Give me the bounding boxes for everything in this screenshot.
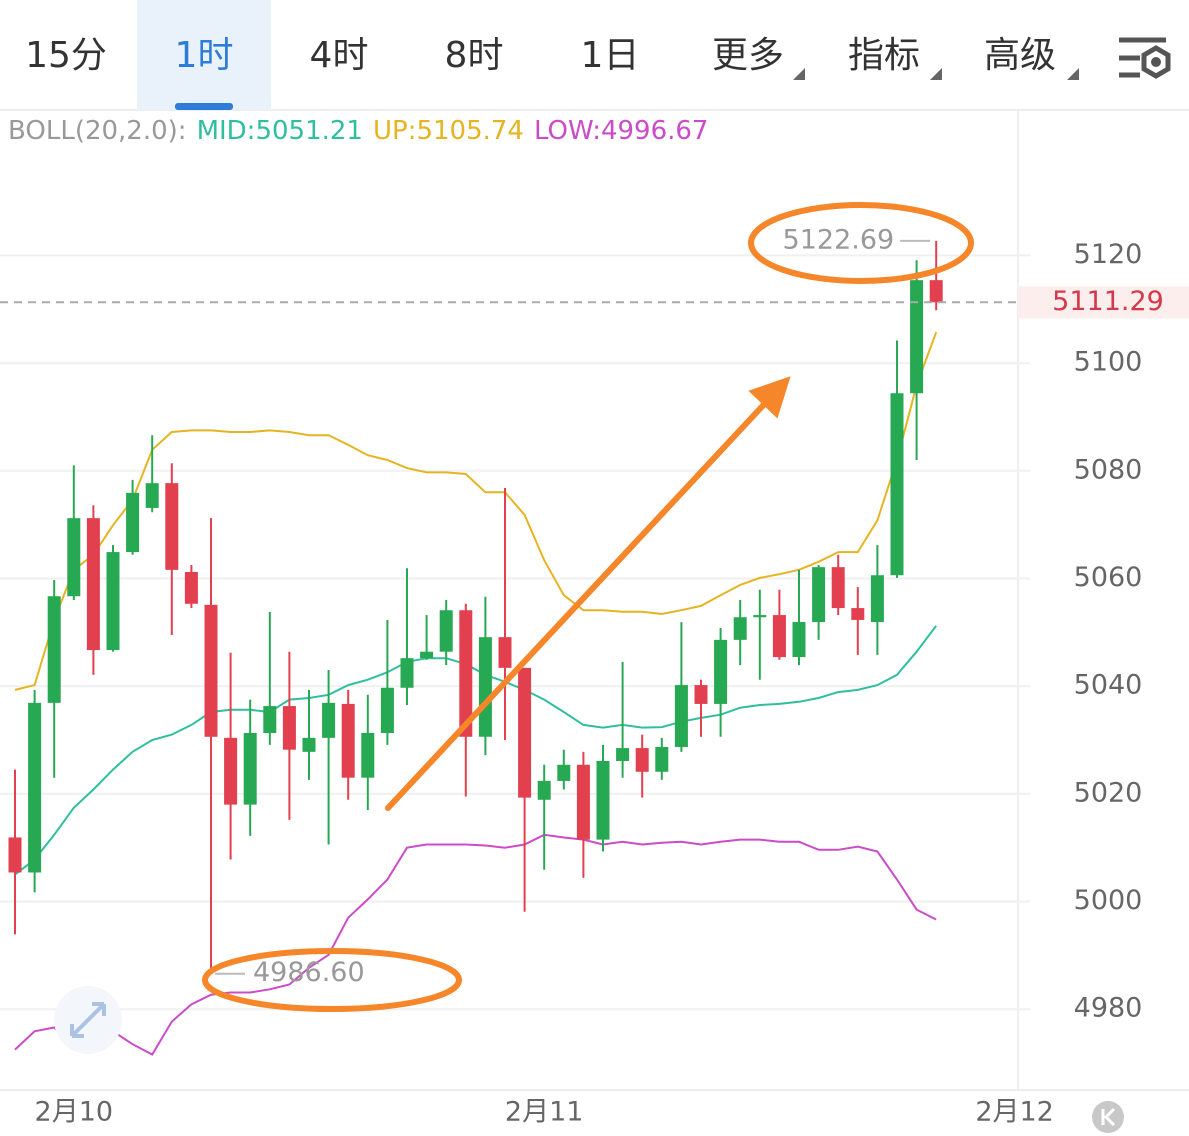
legend-series-name: UP:: [373, 116, 416, 146]
candle-body: [243, 733, 257, 805]
y-tick-label: 5020: [1074, 777, 1143, 808]
candle-body: [674, 685, 688, 747]
candle-body: [596, 761, 610, 840]
candle-body: [400, 658, 414, 688]
candle-body: [47, 596, 61, 703]
candle-body: [165, 483, 179, 570]
last-price-box: [1018, 286, 1189, 319]
candle-body: [772, 615, 786, 658]
scroll-latest-button[interactable]: [1092, 1101, 1124, 1133]
candle-body: [361, 733, 375, 778]
candle-body: [929, 280, 943, 303]
candle-body: [537, 780, 551, 800]
x-tick-label: 2月12: [975, 1097, 1054, 1128]
expand-icon[interactable]: [54, 986, 122, 1054]
candle-body: [145, 483, 159, 508]
indicator-line: [14, 833, 937, 1056]
x-tick-label: 2月10: [35, 1097, 114, 1128]
candle-body: [204, 604, 218, 737]
annotation-label: 4986.60: [253, 957, 365, 988]
candle-body: [890, 393, 904, 576]
legend-series-name: MID:: [197, 116, 256, 146]
legend-series-value: 5105.74: [416, 116, 524, 146]
x-tick-label: 2月11: [505, 1097, 584, 1128]
candle-body: [518, 667, 532, 798]
candle-body: [106, 552, 120, 651]
candle-body: [126, 492, 140, 553]
y-tick-label: 4980: [1074, 993, 1143, 1024]
last-price-label: 5111.29: [1052, 286, 1164, 317]
candle-body: [420, 651, 434, 659]
candle-body: [341, 703, 355, 778]
candle-body: [557, 764, 571, 781]
candle-body: [302, 737, 316, 752]
y-tick-label: 5040: [1074, 670, 1143, 701]
tab[interactable]: 1日: [581, 35, 640, 76]
tab[interactable]: 1时: [175, 35, 234, 76]
candle-body: [655, 747, 669, 772]
legend-series-name: LOW:: [534, 116, 601, 146]
candle-body: [733, 617, 747, 640]
tab-active-indicator: [175, 103, 233, 110]
tab[interactable]: 高级: [984, 35, 1056, 76]
candle-body: [635, 748, 649, 772]
annotation-label: 5122.69: [783, 224, 895, 255]
candle-body: [694, 685, 708, 704]
candle-body: [910, 280, 924, 394]
candle-body: [870, 575, 884, 623]
indicator-name: BOLL(20,2.0):: [8, 116, 187, 146]
candle-body: [67, 518, 81, 597]
candle-body: [792, 622, 806, 658]
indicator-line: [14, 625, 937, 876]
candle-body: [439, 610, 453, 652]
candle-body: [812, 567, 826, 623]
legend-series-value: 5051.21: [255, 116, 363, 146]
tab[interactable]: 8时: [445, 35, 504, 76]
tab-active-bg: [137, 0, 271, 110]
indicator-legend: BOLL(20,2.0): MID:5051.21 UP:5105.74 LOW:49…: [8, 116, 708, 146]
candle-body: [753, 615, 767, 618]
candle-body: [851, 608, 865, 620]
annotation-highlights: [202, 202, 974, 1012]
dropdown-arrow: [793, 68, 805, 80]
y-tick-label: 5060: [1074, 562, 1143, 593]
candle-body: [380, 687, 394, 733]
candle-body: [576, 764, 590, 840]
y-tick-label: 5080: [1074, 454, 1143, 485]
y-tick-label: 5000: [1074, 885, 1143, 916]
candle-body: [831, 567, 845, 609]
y-tick-label: 5100: [1074, 347, 1143, 378]
candle-body: [282, 706, 296, 750]
candle-body: [322, 702, 336, 738]
plot: 4980 5000 5020 5040 5060 5080 5100 5120 2月10 2月11…: [0, 224, 1189, 1128]
candle-body: [86, 518, 100, 651]
candle-body: [184, 572, 198, 604]
candle-body: [478, 637, 492, 737]
candle-body: [498, 637, 512, 668]
indicator-line: [14, 331, 938, 691]
legend-series-value: 4996.67: [601, 116, 709, 146]
candle-body: [8, 837, 22, 873]
candle-body: [263, 706, 277, 733]
candle-body: [616, 748, 630, 761]
tab[interactable]: 更多: [712, 35, 784, 76]
tab[interactable]: 4时: [310, 35, 369, 76]
dropdown-arrow: [930, 68, 942, 80]
candle-body: [224, 737, 238, 805]
dropdown-arrow: [1067, 68, 1079, 80]
candle-body: [459, 610, 473, 737]
settings-icon[interactable]: [1119, 37, 1171, 79]
candle-body: [28, 702, 42, 873]
tab-group: 15分 1时 4时 8时 1日 更多 指标 高级: [25, 0, 1056, 110]
y-tick-label: 5120: [1074, 239, 1143, 270]
candle-body: [714, 639, 728, 704]
tab[interactable]: 15分: [25, 35, 107, 76]
tab[interactable]: 指标: [848, 35, 920, 76]
